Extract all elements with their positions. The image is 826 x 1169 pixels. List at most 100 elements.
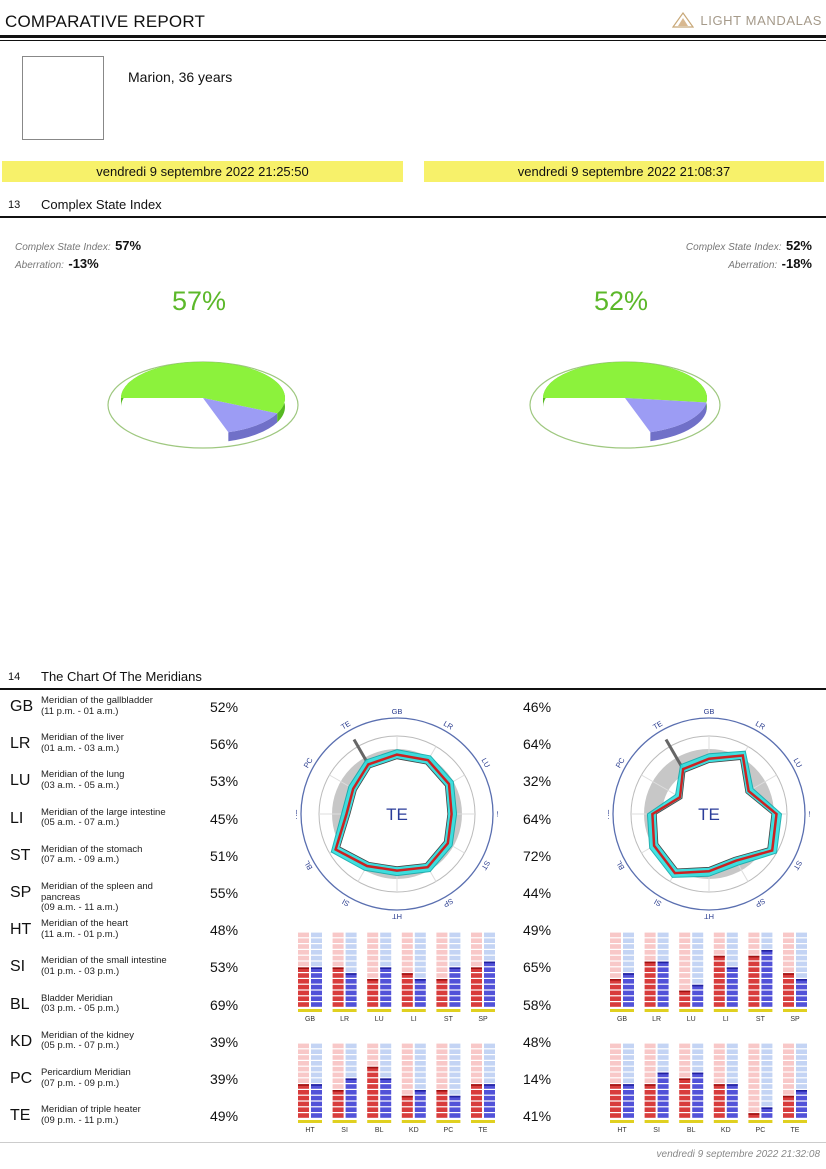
bar-segment bbox=[692, 1078, 704, 1083]
bar-segment bbox=[796, 1095, 807, 1101]
bar-segment bbox=[367, 1049, 379, 1054]
bar-segment bbox=[796, 932, 807, 938]
bar-segment bbox=[471, 1107, 482, 1112]
bar-segment bbox=[713, 967, 725, 972]
bar-segment bbox=[367, 955, 379, 961]
bar-segment bbox=[748, 1113, 760, 1118]
bar-segment bbox=[367, 950, 379, 955]
bar-segment bbox=[332, 1043, 344, 1049]
meridian-value-right-lu: 32% bbox=[523, 773, 552, 790]
bar-segment bbox=[380, 1043, 392, 1049]
bar-blue-sp bbox=[796, 979, 807, 981]
bar-segment bbox=[484, 967, 495, 972]
bar-tick-label-sp: SP bbox=[478, 1016, 488, 1023]
bar-segment bbox=[367, 1002, 379, 1007]
bar-segment bbox=[692, 996, 704, 1001]
bar-segment bbox=[401, 967, 413, 972]
bar-segment bbox=[311, 973, 322, 978]
radar-axis-label-lr: LR bbox=[754, 719, 767, 732]
radar-axis-label-te: TE bbox=[339, 719, 352, 732]
bar-segment bbox=[692, 1101, 704, 1107]
bar-tick-label-st: ST bbox=[444, 1016, 454, 1023]
bar-segment bbox=[657, 1066, 669, 1072]
bar-segment bbox=[761, 990, 773, 996]
radar-axis-label-li: LI bbox=[807, 811, 810, 817]
bar-segment bbox=[610, 961, 621, 967]
bar-segment bbox=[311, 984, 322, 990]
bar-segment bbox=[692, 944, 704, 949]
radar-axis-label-ht: HT bbox=[704, 912, 714, 921]
bar-segment bbox=[783, 1078, 794, 1083]
bar-segment bbox=[367, 1043, 379, 1049]
bar-segment bbox=[692, 973, 704, 978]
bar-segment bbox=[783, 996, 794, 1001]
bar-segment bbox=[713, 973, 725, 978]
bar-segment bbox=[436, 950, 448, 955]
bar-segment bbox=[692, 932, 704, 938]
bar-segment bbox=[783, 967, 794, 972]
section-13-number: 13 bbox=[8, 199, 21, 211]
bar-segment bbox=[380, 938, 392, 943]
bar-segment bbox=[367, 1101, 379, 1107]
bar-segment bbox=[679, 1107, 691, 1112]
bar-segment bbox=[332, 938, 344, 943]
bar-red-st bbox=[436, 979, 448, 981]
bar-segment bbox=[401, 1043, 413, 1049]
bar-segment bbox=[657, 990, 669, 996]
aberration-left: Aberration: -13% bbox=[15, 255, 99, 273]
bar-segment bbox=[414, 1049, 426, 1054]
bar-segment bbox=[436, 1078, 448, 1083]
bar-segment bbox=[484, 1090, 495, 1095]
meridian-value-left: 48% bbox=[210, 922, 239, 939]
bar-segment bbox=[726, 996, 738, 1001]
bar-segment bbox=[484, 973, 495, 978]
bar-tick-label-li: LI bbox=[411, 1016, 417, 1023]
bar-segment bbox=[311, 967, 322, 972]
bar-segment bbox=[414, 1084, 426, 1089]
bar-segment bbox=[761, 1095, 773, 1101]
bar-segment bbox=[298, 1084, 309, 1089]
bar-segment bbox=[713, 1078, 725, 1083]
bar-segment bbox=[796, 1090, 807, 1095]
bar-segment bbox=[623, 1061, 634, 1066]
bar-segment bbox=[623, 1107, 634, 1112]
bar-segment bbox=[748, 1072, 760, 1078]
bar-segment bbox=[449, 973, 461, 978]
bar-segment bbox=[471, 1078, 482, 1083]
bar-tick-label-gb: GB bbox=[617, 1016, 627, 1023]
bar-segment bbox=[748, 1084, 760, 1089]
bar-blue-kd bbox=[414, 1090, 426, 1092]
bar-blue-lu bbox=[692, 984, 704, 987]
bar-segment bbox=[345, 979, 357, 984]
bar-blue-ht bbox=[623, 1084, 634, 1086]
bar-segment bbox=[713, 1113, 725, 1118]
bar-segment bbox=[623, 1055, 634, 1060]
bar-segment bbox=[401, 1078, 413, 1083]
bar-segment bbox=[761, 1002, 773, 1007]
csi-pie-left bbox=[107, 361, 299, 449]
meridian-name: Meridian of the spleen and pancreas (09 a… bbox=[41, 881, 153, 913]
bar-segment bbox=[484, 1061, 495, 1066]
bar-chart-left: GB LR LU LI ST SP HT SI BL KD PC TE bbox=[298, 932, 495, 1134]
bar-segment bbox=[657, 984, 669, 990]
bar-segment bbox=[610, 1095, 621, 1101]
bar-red-kd bbox=[401, 1095, 413, 1098]
bar-segment bbox=[471, 1043, 482, 1049]
meridian-value-right-pc: 14% bbox=[523, 1071, 552, 1087]
bar-segment bbox=[367, 1066, 379, 1072]
bar-blue-li bbox=[414, 979, 426, 981]
bar-segment bbox=[796, 1072, 807, 1078]
radar-axis-label-lu: LU bbox=[479, 756, 492, 769]
bar-segment bbox=[692, 1055, 704, 1060]
bar-segment bbox=[679, 1072, 691, 1078]
bar-segment bbox=[713, 1101, 725, 1107]
bar-segment bbox=[761, 938, 773, 943]
bar-segment bbox=[345, 984, 357, 990]
csi-big-right: 52% bbox=[594, 286, 649, 316]
bar-segment bbox=[436, 1101, 448, 1107]
meridian-code: LR bbox=[10, 735, 31, 753]
bar-segment bbox=[414, 984, 426, 990]
bar-segment bbox=[610, 984, 621, 990]
bar-segment bbox=[401, 1107, 413, 1112]
bar-segment bbox=[471, 1049, 482, 1054]
